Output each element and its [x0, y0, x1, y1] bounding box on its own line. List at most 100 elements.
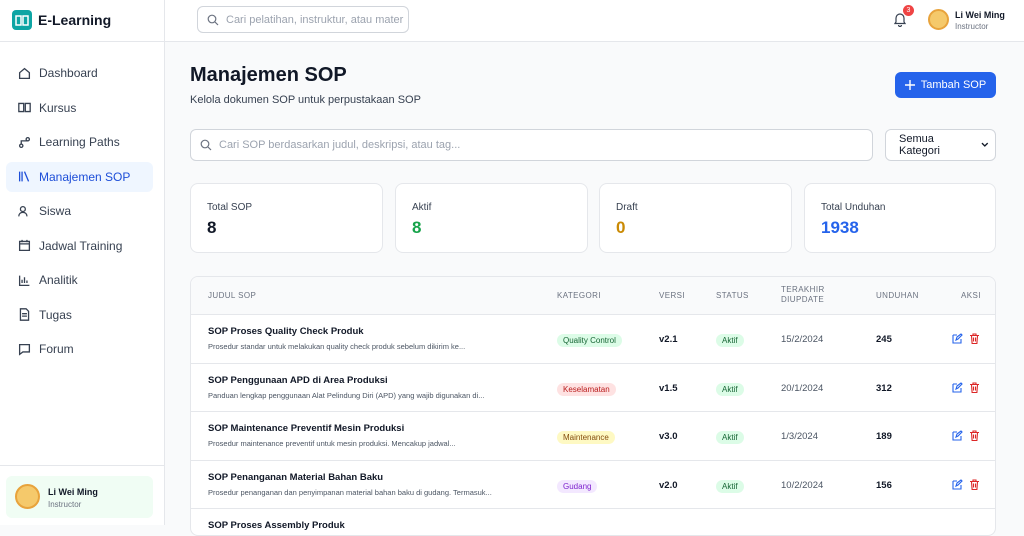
- category-select-label: Semua Kategori: [899, 133, 940, 157]
- sop-table: JUDUL SOP KATEGORI VERSI STATUS TERAKHIR DIU…: [190, 276, 996, 536]
- global-search[interactable]: Cari pelatihan, instruktur, atau mater: [197, 6, 409, 33]
- table-row: SOP Proses Quality Check Produk Prosedur …: [191, 314, 995, 363]
- delete-button[interactable]: [969, 478, 980, 493]
- sidebar: E-Learning Dashboard Kursus Learning Paths…: [0, 0, 165, 525]
- status-badge: Aktif: [716, 382, 744, 396]
- status-badge: Aktif: [716, 431, 744, 444]
- table-row: SOP Proses Assembly Produk: [191, 508, 995, 535]
- version: v3.0: [659, 431, 678, 442]
- table-row: SOP Penanganan Material Bahan Baku Prosed…: [191, 459, 995, 509]
- sop-title: SOP Proses Quality Check Produk: [208, 326, 364, 337]
- page-subtitle: Kelola dokumen SOP untuk perpustakaan SO…: [190, 94, 421, 106]
- stat-card: Draft 0: [599, 183, 792, 253]
- app-name: E-Learning: [38, 12, 112, 28]
- nav-item[interactable]: Tugas: [6, 300, 153, 330]
- nav-label: Dashboard: [39, 66, 98, 80]
- nav-item[interactable]: Analitik: [6, 265, 153, 295]
- stat-value: 8: [207, 218, 217, 237]
- sop-description: Prosedur penanganan dan penyimpanan mate…: [208, 487, 492, 497]
- stat-value: 0: [616, 218, 626, 237]
- add-button[interactable]: Tambah SOP: [895, 72, 996, 98]
- edit-button[interactable]: [952, 430, 963, 444]
- nav-item[interactable]: Jadwal Training: [6, 231, 153, 261]
- category-select[interactable]: Semua Kategori: [885, 129, 996, 161]
- sop-title: SOP Penanganan Material Bahan Baku: [208, 471, 384, 483]
- topbar: Cari pelatihan, instruktur, atau mater 3…: [165, 0, 1024, 42]
- sop-title: SOP Penggunaan APD di Area Produksi: [208, 374, 388, 386]
- nav-item[interactable]: Kursus: [6, 93, 153, 123]
- search-placeholder: Cari pelatihan, instruktur, atau mater: [226, 13, 404, 26]
- updated-date: 15/2/2024: [781, 334, 824, 345]
- version: v2.1: [659, 334, 678, 345]
- downloads: 312: [876, 382, 892, 394]
- delete-button[interactable]: [969, 430, 980, 444]
- sop-description: Panduan lengkap penggunaan Alat Pelindun…: [208, 390, 485, 400]
- delete-button[interactable]: [969, 333, 980, 347]
- sop-description: Prosedur maintenance preventif untuk mes…: [208, 439, 456, 448]
- stat-card: Total SOP 8: [190, 183, 383, 253]
- nav-label: Manajemen SOP: [39, 169, 131, 184]
- column-header: AKSI: [961, 291, 981, 300]
- table-row: SOP Maintenance Preventif Mesin Produksi…: [191, 411, 995, 460]
- downloads: 189: [876, 431, 892, 442]
- stat-value: 1938: [821, 218, 859, 237]
- nav-label: Analitik: [39, 273, 78, 287]
- table-header: [191, 277, 995, 314]
- category-badge: Keselamatan: [557, 382, 616, 396]
- version: v2.0: [659, 479, 678, 491]
- stat-label: Draft: [616, 202, 638, 213]
- stat-label: Aktif: [412, 202, 432, 213]
- edit-button[interactable]: [952, 478, 963, 493]
- nav-item[interactable]: Learning Paths: [6, 127, 153, 157]
- nav-item[interactable]: Siswa: [6, 196, 153, 226]
- sop-title: SOP Proses Assembly Produk: [208, 520, 345, 531]
- delete-button[interactable]: [969, 381, 980, 396]
- status-badge: Aktif: [716, 479, 744, 493]
- stat-card: Aktif 8: [395, 183, 588, 253]
- edit-button[interactable]: [952, 333, 963, 347]
- updated-date: 1/3/2024: [781, 431, 818, 442]
- nav-label: Jadwal Training: [39, 238, 123, 253]
- column-header: UNDUHAN: [876, 291, 919, 300]
- nav-label: Forum: [39, 342, 74, 356]
- table-row: SOP Penggunaan APD di Area Produksi Pandu…: [191, 362, 995, 412]
- stat-label: Total Unduhan: [821, 202, 886, 213]
- downloads: 245: [876, 334, 892, 345]
- notifications[interactable]: 3: [893, 5, 914, 32]
- avatar: [15, 484, 40, 509]
- column-header: TERAKHIR DIUPDATE: [781, 285, 825, 304]
- downloads: 156: [876, 479, 892, 491]
- sop-search[interactable]: Cari SOP berdasarkan judul, deskripsi, a…: [190, 129, 873, 161]
- logo-icon: [12, 10, 32, 30]
- nav-item[interactable]: Forum: [6, 334, 153, 364]
- sop-description: Prosedur standar untuk melakukan quality…: [208, 342, 466, 351]
- nav-label: Siswa: [39, 204, 72, 218]
- updated-date: 20/1/2024: [781, 382, 824, 394]
- user-name: Li Wei Ming: [955, 10, 1005, 20]
- nav-item[interactable]: Dashboard: [6, 58, 153, 88]
- nav-label: Learning Paths: [39, 135, 120, 149]
- category-badge: Gudang: [557, 479, 598, 493]
- sop-title: SOP Maintenance Preventif Mesin Produksi: [208, 423, 405, 434]
- nav-item[interactable]: Manajemen SOP: [6, 161, 153, 192]
- column-header: JUDUL SOP: [208, 291, 257, 300]
- category-badge: Quality Control: [557, 334, 622, 347]
- stat-card: Total Unduhan 1938: [804, 183, 996, 253]
- edit-button[interactable]: [952, 381, 963, 396]
- user-role: Instructor: [48, 500, 82, 509]
- user-name: Li Wei Ming: [48, 487, 98, 497]
- user-role: Instructor: [955, 22, 989, 31]
- column-header: STATUS: [716, 291, 749, 300]
- column-header: VERSI: [659, 291, 686, 300]
- avatar[interactable]: [928, 9, 949, 30]
- stat-value: 8: [412, 218, 422, 237]
- notification-badge: 3: [903, 5, 914, 16]
- category-badge: Maintenance: [557, 431, 615, 444]
- nav-label: Tugas: [39, 307, 72, 322]
- nav-label: Kursus: [39, 100, 77, 115]
- stat-label: Total SOP: [207, 202, 253, 213]
- version: v1.5: [659, 382, 678, 394]
- updated-date: 10/2/2024: [781, 479, 824, 491]
- sidebar-user[interactable]: Li Wei Ming Instructor: [6, 476, 153, 518]
